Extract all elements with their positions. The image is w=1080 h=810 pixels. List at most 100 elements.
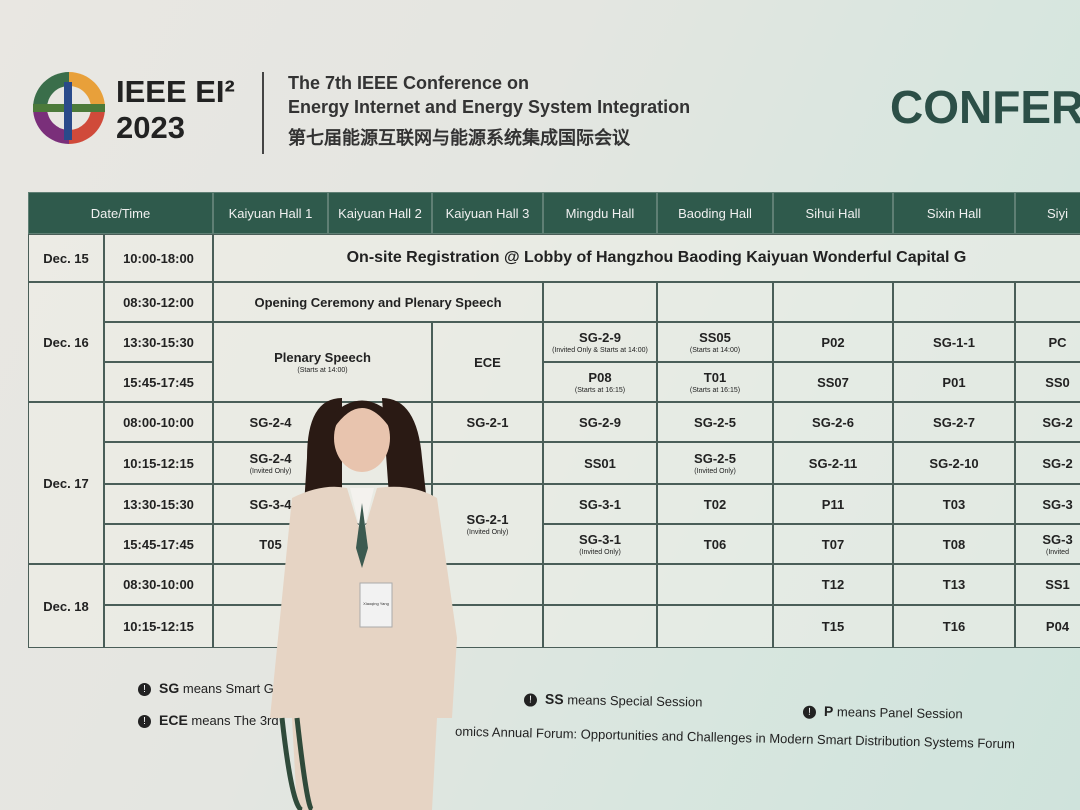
schedule-cell: 15:45-17:45 (104, 524, 213, 564)
divider (262, 72, 264, 154)
schedule-cell: T03 (893, 484, 1015, 524)
session-note: (Starts at 16:15) (689, 387, 741, 394)
session-code: T12 (821, 577, 845, 592)
session-code: SG-3 (1042, 532, 1073, 547)
session-code: T05 (259, 536, 282, 552)
name-badge (359, 582, 393, 628)
session-code: T02 (703, 496, 727, 512)
logo-i (64, 82, 72, 140)
brand-name: IEEE EI² (116, 74, 235, 109)
column-header: Kaiyuan Hall 3 (432, 192, 543, 234)
schedule-cell: SS0 (1015, 362, 1080, 402)
column-header: Kaiyuan Hall 1 (213, 192, 328, 234)
schedule-cell: P11 (773, 484, 893, 524)
session-code: 10:00-18:00 (123, 250, 194, 266)
session-note: (Invited Only) (249, 468, 292, 475)
schedule-cell: 13:30-15:30 (104, 322, 213, 362)
session-code: SG-3-1 (579, 496, 621, 512)
session-code: SG-2-1 (466, 512, 509, 527)
schedule-cell (543, 564, 657, 605)
conference-title-cn: 第七届能源互联网与能源系统集成国际会议 (288, 128, 630, 148)
svg-text:Xiaoqing Yang: Xiaoqing Yang (363, 601, 389, 606)
schedule-cell: SG-2-10 (893, 442, 1015, 484)
schedule-cell: Dec. 16 (28, 282, 104, 402)
session-code: 15:45-17:45 (123, 536, 194, 552)
schedule-cell: T16 (893, 605, 1015, 648)
schedule-cell: SG-3-1 (Invited Only) (543, 524, 657, 564)
session-code: SS07 (817, 374, 849, 390)
schedule-cell: Dec. 17 (28, 402, 104, 564)
session-code: P08 (588, 370, 612, 385)
schedule-cell: SG-1-1 (893, 322, 1015, 362)
schedule-cell (543, 282, 657, 322)
schedule-cell: T01 (Starts at 16:15) (657, 362, 773, 402)
session-code: SG-3 (1042, 496, 1073, 512)
session-code: T06 (703, 536, 727, 552)
schedule-cell: 08:00-10:00 (104, 402, 213, 442)
column-header: Baoding Hall (657, 192, 773, 234)
column-header-label: Sihui Hall (805, 205, 861, 221)
schedule-cell: SS01 (543, 442, 657, 484)
session-code: SG-2 (1042, 414, 1073, 430)
session-code: SS0 (1045, 374, 1070, 390)
conference-title-2: Energy Internet and Energy System Integr… (288, 97, 691, 117)
session-code: ECE (474, 354, 501, 370)
session-code: T03 (942, 496, 966, 512)
session-note: (Starts at 14:00) (297, 367, 348, 374)
session-code: PC (1048, 334, 1067, 350)
session-code: T01 (703, 370, 727, 385)
session-note: (Starts at 14:00) (689, 347, 741, 354)
column-header: Sixin Hall (893, 192, 1015, 234)
schedule-cell: T02 (657, 484, 773, 524)
session-code: SS05 (699, 330, 731, 345)
session-note: (Invited (1046, 549, 1069, 556)
column-header-label: Siyi (1047, 205, 1068, 221)
info-icon: ! (138, 715, 151, 729)
session-code: P01 (942, 374, 966, 390)
schedule-cell: 10:15-12:15 (104, 605, 213, 648)
info-icon: ! (138, 683, 151, 697)
session-note: (Invited Only) (579, 549, 621, 556)
session-code: SS1 (1045, 577, 1070, 592)
session-code: SG-2 (1042, 455, 1073, 471)
column-header: Date/Time (28, 192, 213, 234)
schedule-cell: SG-3 (Invited (1015, 524, 1080, 564)
session-code: Dec. 16 (43, 334, 89, 350)
schedule-cell: SG-2-6 (773, 402, 893, 442)
column-header: Siyi (1015, 192, 1080, 234)
session-code: SG-2-11 (808, 455, 858, 471)
column-header: Kaiyuan Hall 2 (328, 192, 432, 234)
session-code: SG-2-9 (579, 330, 621, 345)
schedule-cell: SG-2-1 (432, 402, 543, 442)
schedule-cell (773, 282, 893, 322)
schedule-cell: SG-2-5 (Invited Only) (657, 442, 773, 484)
session-code: T15 (821, 619, 845, 634)
session-code: SG-2-9 (579, 414, 621, 430)
session-code: T13 (942, 577, 966, 592)
session-note: (Invited Only) (466, 529, 509, 536)
session-code: 15:45-17:45 (123, 374, 194, 390)
session-code: SG-2-7 (933, 414, 975, 430)
schedule-cell: 08:30-12:00 (104, 282, 213, 322)
session-code: SG-2-4 (249, 451, 292, 466)
legend-ss: ! SS means Special Session (523, 690, 703, 710)
schedule-cell: Opening Ceremony and Plenary Speech (213, 282, 543, 322)
session-code: SS01 (584, 455, 616, 471)
schedule-cell: P04 (1015, 605, 1080, 648)
schedule-cell: SG-2-9 (Invited Only & Starts at 14:00) (543, 322, 657, 362)
session-code: Dec. 17 (43, 475, 89, 491)
schedule-cell: 15:45-17:45 (104, 362, 213, 402)
schedule-cell: T08 (893, 524, 1015, 564)
conference-word: CONFER (890, 81, 1080, 133)
session-code: Plenary Speech (274, 350, 371, 365)
schedule-cell: 10:15-12:15 (104, 442, 213, 484)
schedule-cell: On-site Registration @ Lobby of Hangzhou… (213, 234, 1080, 282)
session-code: SG-3-4 (249, 496, 292, 512)
schedule-cell: P01 (893, 362, 1015, 402)
schedule-cell: SS05 (Starts at 14:00) (657, 322, 773, 362)
schedule-cell (657, 282, 773, 322)
schedule-cell: P08 (Starts at 16:15) (543, 362, 657, 402)
session-code: 10:15-12:15 (123, 619, 194, 634)
schedule-cell: P02 (773, 322, 893, 362)
schedule-cell: Plenary Speech (Starts at 14:00) (213, 322, 432, 402)
